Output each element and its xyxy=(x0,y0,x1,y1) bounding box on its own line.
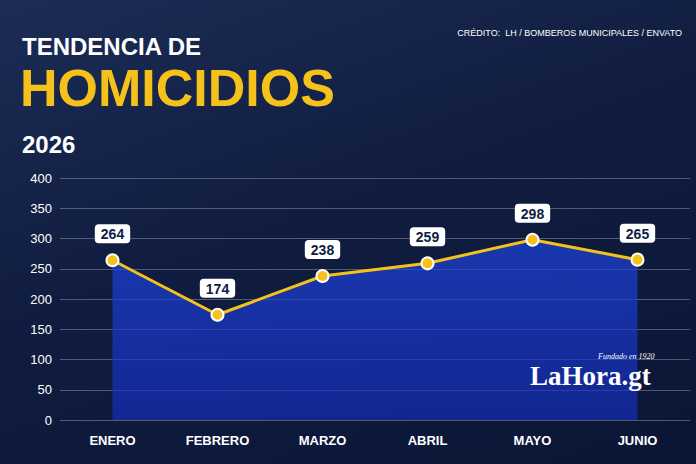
svg-text:174: 174 xyxy=(206,281,230,297)
svg-text:ENERO: ENERO xyxy=(89,433,135,448)
svg-text:298: 298 xyxy=(521,206,545,222)
svg-text:HOMICIDIOS: HOMICIDIOS xyxy=(20,59,335,117)
svg-text:264: 264 xyxy=(101,226,125,242)
svg-text:2026: 2026 xyxy=(22,131,75,158)
svg-text:250: 250 xyxy=(30,261,52,276)
svg-text:0: 0 xyxy=(45,413,52,428)
svg-text:ABRIL: ABRIL xyxy=(408,433,448,448)
svg-text:MAYO: MAYO xyxy=(514,433,552,448)
svg-text:259: 259 xyxy=(416,229,440,245)
svg-text:300: 300 xyxy=(30,231,52,246)
svg-text:350: 350 xyxy=(30,201,52,216)
svg-text:265: 265 xyxy=(626,226,650,242)
svg-text:200: 200 xyxy=(30,292,52,307)
svg-text:150: 150 xyxy=(30,322,52,337)
svg-text:JUNIO: JUNIO xyxy=(618,433,658,448)
svg-text:238: 238 xyxy=(311,242,335,258)
svg-text:MARZO: MARZO xyxy=(299,433,347,448)
svg-text:CRÉDITO: LH / BOMBEROS MUNICI: CRÉDITO: LH / BOMBEROS MUNICIPALES / ENV… xyxy=(457,28,682,38)
svg-text:400: 400 xyxy=(30,171,52,186)
svg-text:TENDENCIA DE: TENDENCIA DE xyxy=(22,33,201,60)
svg-text:100: 100 xyxy=(30,352,52,367)
svg-text:FEBRERO: FEBRERO xyxy=(186,433,250,448)
svg-text:Fundado en 1920: Fundado en 1920 xyxy=(597,352,654,361)
svg-text:LaHora.gt: LaHora.gt xyxy=(530,361,651,391)
svg-text:50: 50 xyxy=(38,382,52,397)
